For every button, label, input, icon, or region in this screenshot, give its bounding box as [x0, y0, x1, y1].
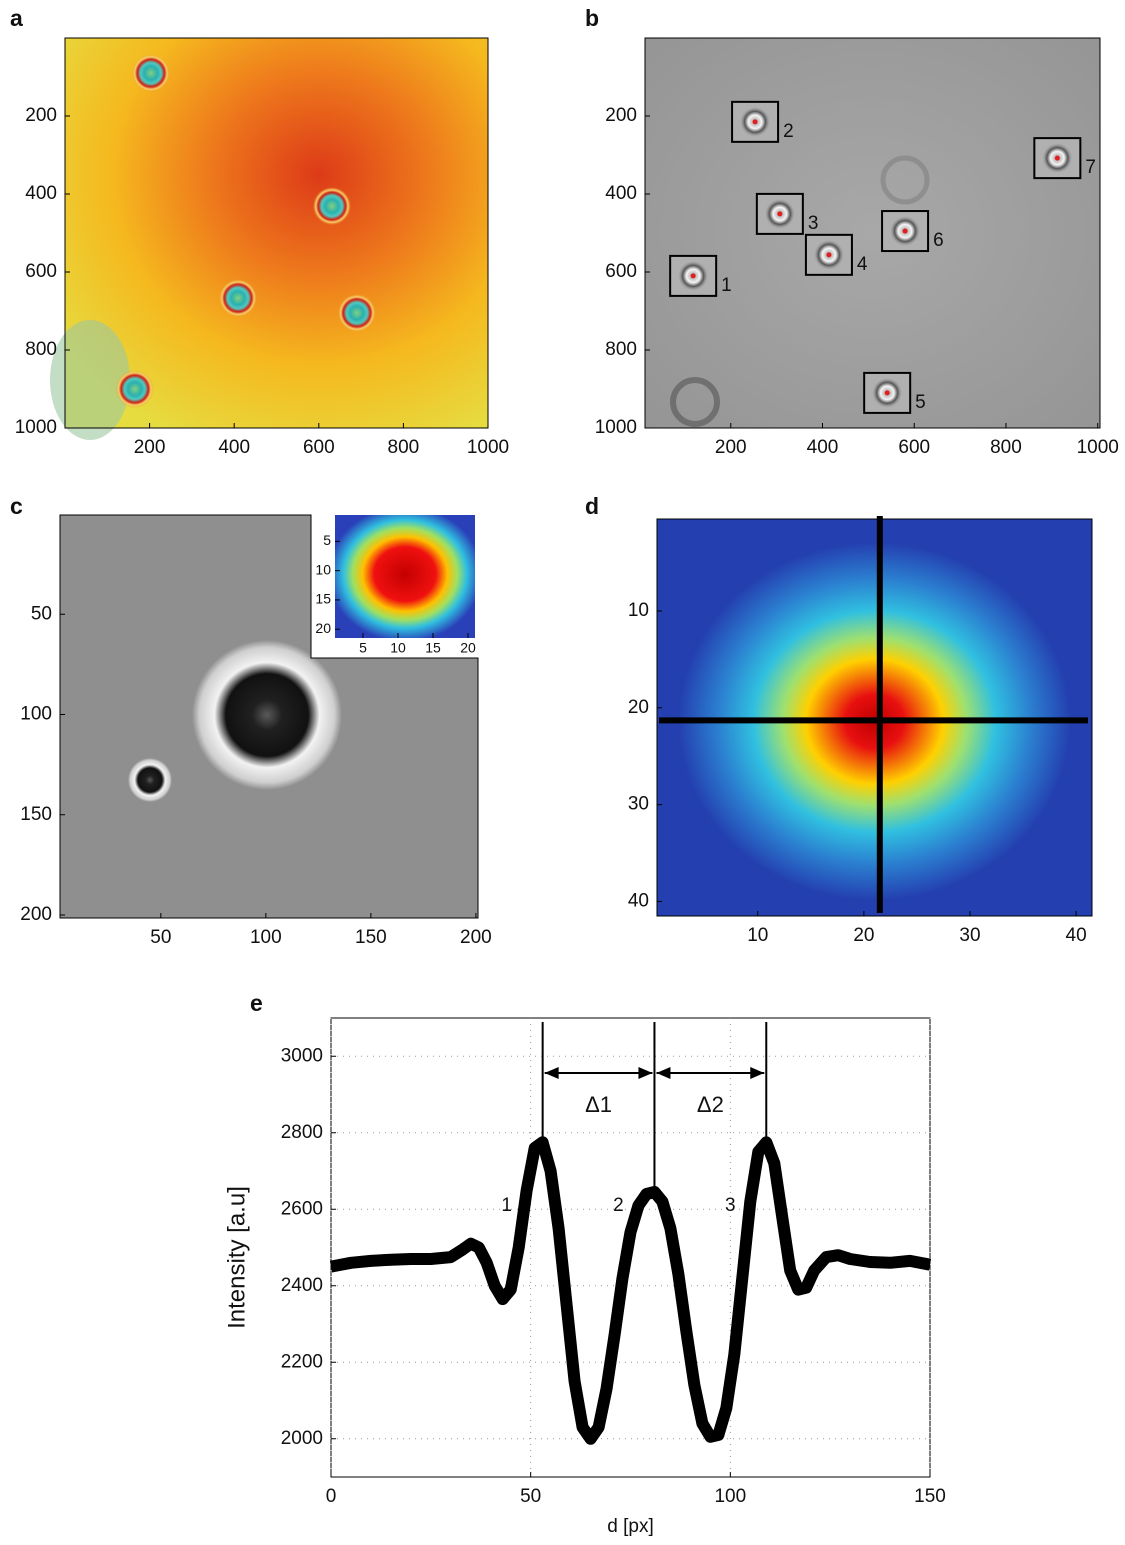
- particle-label: 6: [933, 230, 944, 251]
- particle: [131, 54, 170, 93]
- x-tick-label: 1000: [467, 437, 509, 458]
- y-tick-label: 400: [605, 183, 637, 204]
- particle: [115, 370, 154, 408]
- y-tick-label: 200: [20, 904, 52, 925]
- x-tick-label: 150: [914, 1486, 946, 1507]
- x-tick-label: 200: [715, 437, 747, 458]
- x-tick-label: 50: [520, 1486, 541, 1507]
- x-tick-label: 150: [355, 927, 387, 948]
- y-tick-label: 2400: [281, 1275, 323, 1296]
- x-tick-label: 10: [390, 640, 406, 656]
- big-particle: [192, 640, 342, 790]
- panel-letter: c: [10, 493, 23, 519]
- particle: [219, 279, 258, 318]
- texture: [50, 320, 130, 440]
- y-tick-label: 2600: [281, 1198, 323, 1219]
- y-tick-label: 1000: [595, 417, 637, 438]
- x-tick-label: 15: [425, 640, 441, 656]
- peak-label: 1: [501, 1195, 512, 1216]
- particle-center: [826, 252, 832, 258]
- peak-label: 2: [613, 1195, 624, 1216]
- y-tick-label: 800: [25, 339, 57, 360]
- particle-label: 5: [915, 392, 926, 413]
- frame: [59, 514, 479, 919]
- small-particle: [128, 758, 172, 802]
- x-tick-label: 600: [303, 437, 335, 458]
- y-tick-label: 30: [628, 794, 649, 815]
- frame: [656, 518, 1093, 917]
- y-tick-label: 10: [628, 600, 649, 621]
- particle-label: 7: [1085, 157, 1096, 178]
- y-tick-label: 40: [628, 890, 649, 911]
- particle-center: [690, 273, 696, 279]
- particle-label: 3: [808, 213, 819, 234]
- peak-label: 3: [725, 1195, 736, 1216]
- panel-letter: e: [250, 990, 263, 1016]
- y-tick-label: 2000: [281, 1428, 323, 1449]
- x-tick-label: 1000: [1077, 437, 1119, 458]
- x-tick-label: 800: [990, 437, 1022, 458]
- panel-letter: d: [585, 493, 599, 519]
- blur-spot: [670, 377, 720, 427]
- panel-letter: b: [585, 5, 599, 31]
- y-tick-label: 15: [315, 591, 331, 607]
- inset-image: [335, 515, 475, 638]
- y-tick-label: 1000: [15, 417, 57, 438]
- y-tick-label: 3000: [281, 1045, 323, 1066]
- y-tick-label: 50: [31, 603, 52, 624]
- x-tick-label: 200: [134, 437, 166, 458]
- y-tick-label: 2800: [281, 1122, 323, 1143]
- particle-center: [777, 211, 783, 217]
- frame: [64, 37, 489, 429]
- y-tick-label: 10: [315, 561, 331, 577]
- y-tick-label: 600: [605, 261, 637, 282]
- x-tick-label: 100: [714, 1486, 746, 1507]
- x-tick-label: 50: [150, 927, 171, 948]
- y-axis-label: Intensity [a.u]: [223, 1186, 250, 1329]
- x-tick-label: 800: [388, 437, 420, 458]
- particle-center: [752, 119, 758, 125]
- panel-letter: a: [10, 5, 23, 31]
- spacing-label: Δ1: [585, 1092, 612, 1117]
- x-tick-label: 600: [898, 437, 930, 458]
- x-tick-label: 5: [359, 640, 367, 656]
- x-tick-label: 30: [959, 925, 980, 946]
- y-tick-label: 20: [628, 697, 649, 718]
- particle: [337, 293, 376, 332]
- frame: [644, 37, 1101, 429]
- y-tick-label: 600: [25, 261, 57, 282]
- y-tick-label: 200: [25, 105, 57, 126]
- y-tick-label: 200: [605, 105, 637, 126]
- particle-center: [884, 390, 890, 396]
- x-tick-label: 100: [250, 927, 282, 948]
- line: [329, 1136, 932, 1445]
- particle-label: 2: [783, 121, 794, 142]
- particle-center: [902, 228, 908, 234]
- y-tick-label: 400: [25, 183, 57, 204]
- x-tick-label: 40: [1066, 925, 1087, 946]
- x-tick-label: 400: [807, 437, 839, 458]
- x-tick-label: 400: [218, 437, 250, 458]
- x-tick-label: 10: [747, 925, 768, 946]
- x-tick-label: 0: [326, 1486, 337, 1507]
- x-tick-label: 20: [853, 925, 874, 946]
- x-tick-label: 200: [460, 927, 492, 948]
- y-tick-label: 800: [605, 339, 637, 360]
- x-axis-label: d [px]: [607, 1516, 653, 1537]
- particle-label: 1: [721, 275, 732, 296]
- spacing-label: Δ2: [697, 1092, 724, 1117]
- particle: [312, 187, 351, 226]
- particle-center: [1054, 155, 1060, 161]
- y-tick-label: 20: [315, 620, 331, 636]
- y-tick-label: 150: [20, 804, 52, 825]
- y-tick-label: 100: [20, 704, 52, 725]
- image-a: [65, 38, 488, 428]
- x-tick-label: 20: [460, 640, 476, 656]
- y-tick-label: 5: [323, 532, 331, 548]
- y-tick-label: 2200: [281, 1351, 323, 1372]
- blur-spot: [880, 155, 930, 205]
- particle-label: 4: [857, 254, 868, 275]
- image-b: [645, 38, 1100, 428]
